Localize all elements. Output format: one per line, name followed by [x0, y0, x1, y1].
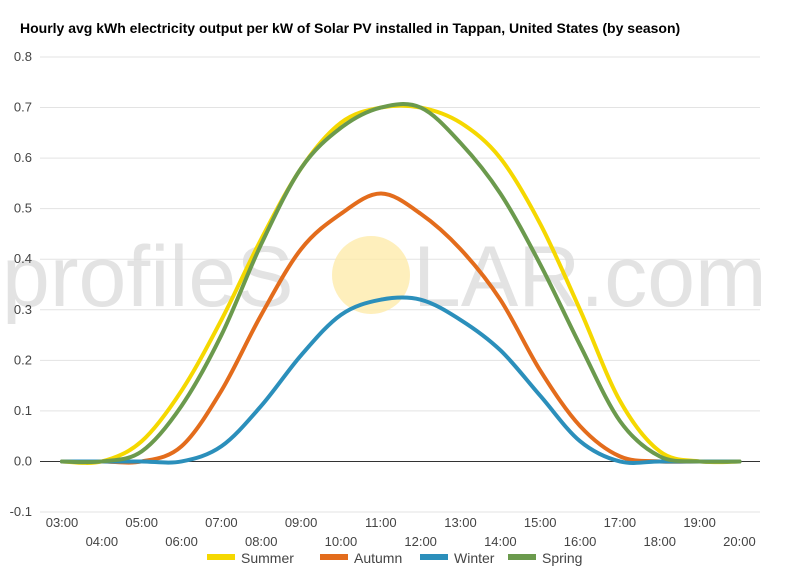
series-lines	[60, 102, 742, 465]
legend-swatch-winter	[420, 554, 448, 560]
x-tick-label: 07:00	[205, 515, 238, 530]
series-line-spring	[60, 102, 742, 465]
x-tick-label: 16:00	[564, 534, 597, 549]
y-tick-label: 0.0	[14, 453, 32, 468]
y-tick-label: 0.4	[14, 251, 32, 266]
y-tick-label: 0.8	[14, 49, 32, 64]
legend-label-autumn: Autumn	[354, 550, 402, 566]
x-tick-label: 14:00	[484, 534, 517, 549]
x-tick-label: 19:00	[683, 515, 716, 530]
x-tick-label: 08:00	[245, 534, 278, 549]
series-line-winter	[60, 295, 742, 465]
legend-swatch-spring	[508, 554, 536, 560]
chart-title: Hourly avg kWh electricity output per kW…	[20, 20, 680, 36]
x-tick-label: 05:00	[125, 515, 158, 530]
watermark-text-right: LAR.com	[413, 229, 767, 325]
y-tick-label: 0.3	[14, 302, 32, 317]
legend: Summer Autumn Winter Spring	[207, 550, 582, 566]
legend-swatch-autumn	[320, 554, 348, 560]
x-tick-label: 06:00	[165, 534, 198, 549]
y-tick-label: 0.7	[14, 100, 32, 115]
series-line-autumn	[60, 191, 742, 465]
x-tick-label: 20:00	[723, 534, 756, 549]
watermark-sun-logo	[332, 236, 410, 314]
x-tick-label: 12:00	[404, 534, 437, 549]
legend-label-winter: Winter	[454, 550, 495, 566]
x-tick-label: 15:00	[524, 515, 557, 530]
x-tick-label: 11:00	[365, 515, 397, 530]
legend-label-spring: Spring	[542, 550, 582, 566]
y-tick-label: 0.1	[14, 403, 32, 418]
x-tick-label: 03:00	[46, 515, 79, 530]
x-axis-tick-labels: 03:00 04:00 05:00 06:00 07:00 08:00 09:00 10:00…	[46, 515, 756, 549]
y-tick-label: 0.5	[14, 201, 32, 216]
y-tick-label: 0.6	[14, 150, 32, 165]
watermark-text-left: profileS	[2, 229, 294, 325]
x-tick-label: 17:00	[604, 515, 637, 530]
legend-swatch-summer	[207, 554, 235, 560]
y-tick-label: -0.1	[10, 504, 32, 519]
x-tick-label: 04:00	[86, 534, 119, 549]
profilesolar-watermark: profileS LAR.com	[2, 229, 767, 325]
x-tick-label: 09:00	[285, 515, 318, 530]
y-tick-label: 0.2	[14, 352, 32, 367]
y-axis-tick-labels: 0.8 0.7 0.6 0.5 0.4 0.3 0.2 0.1 0.0 -0.1	[10, 49, 32, 519]
x-tick-label: 10:00	[325, 534, 358, 549]
x-tick-label: 18:00	[643, 534, 676, 549]
legend-label-summer: Summer	[241, 550, 294, 566]
x-tick-label: 13:00	[444, 515, 477, 530]
